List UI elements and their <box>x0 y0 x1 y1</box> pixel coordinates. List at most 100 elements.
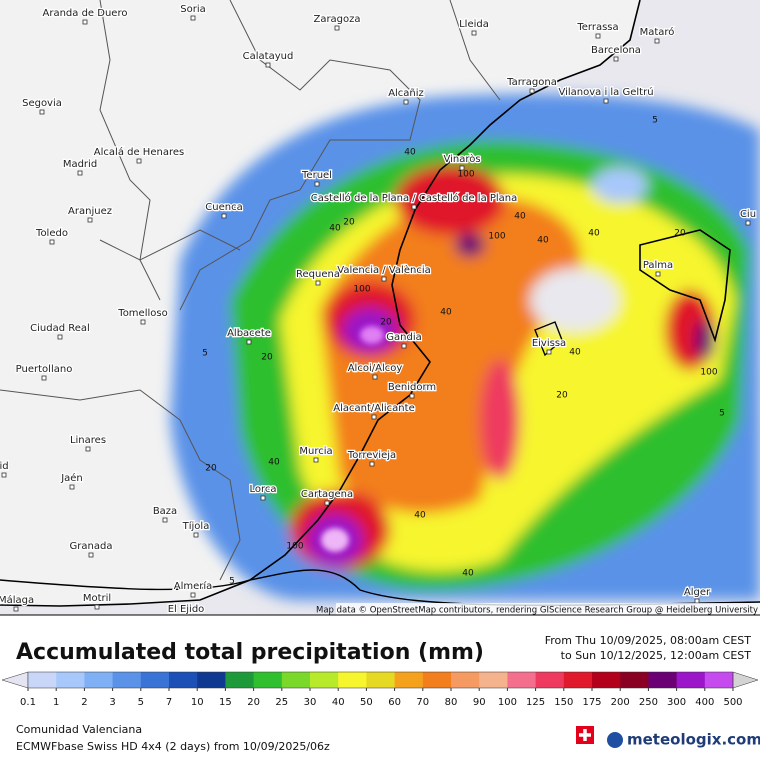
scale-tick-label: 3 <box>109 697 115 708</box>
scale-tick-label: 25 <box>275 697 288 708</box>
city-marker <box>69 484 75 490</box>
city-label: Motril <box>83 593 111 604</box>
city-marker <box>381 276 387 282</box>
contour-label: 5 <box>719 409 725 419</box>
city-marker <box>315 280 321 286</box>
contour-label: 5 <box>652 116 658 126</box>
city-label: Alger <box>684 587 711 598</box>
city-marker <box>162 517 168 523</box>
city-marker <box>77 170 83 176</box>
city-marker <box>13 606 19 612</box>
scale-tick-label: 100 <box>498 697 517 708</box>
scale-box <box>338 672 367 688</box>
coastline <box>0 0 641 607</box>
scale-tick-label: 500 <box>723 697 742 708</box>
period-from: From Thu 10/09/2025, 08:00am CEST <box>545 634 752 647</box>
city-marker <box>546 349 552 355</box>
city-label: Aranda de Duero <box>43 8 128 19</box>
city-marker <box>246 339 252 345</box>
city-marker <box>603 98 609 104</box>
contour-label: 40 <box>404 148 416 158</box>
city-label: Vinaròs <box>443 153 480 165</box>
city-marker <box>85 446 91 452</box>
scale-box <box>592 672 621 688</box>
scale-tick-label: 5 <box>138 697 144 708</box>
contour-label: 40 <box>440 308 452 318</box>
scale-box <box>225 672 255 688</box>
city-label: Albacete <box>227 328 271 339</box>
city-label: Cuenca <box>205 202 242 213</box>
scale-tick-label: 10 <box>191 697 204 708</box>
contour-label: 100 <box>286 542 303 552</box>
city-marker <box>401 343 407 349</box>
city-label: Jaén <box>60 472 83 484</box>
scale-box <box>197 672 226 688</box>
city-marker <box>745 220 751 226</box>
city-label: Mataró <box>640 26 675 38</box>
scale-box <box>28 672 57 688</box>
city-label: Tomelloso <box>117 308 167 319</box>
city-marker <box>334 25 340 31</box>
scale-box <box>535 672 565 688</box>
contour-label: 100 <box>457 170 474 180</box>
city-marker <box>49 239 55 245</box>
contour-label: 40 <box>588 229 600 239</box>
scale-box <box>451 672 480 688</box>
city-marker <box>314 181 320 187</box>
scale-box <box>281 672 311 688</box>
city-marker <box>57 334 63 340</box>
scale-box <box>648 672 678 688</box>
contour-label: 40 <box>569 348 581 358</box>
city-label: Baza <box>153 506 177 517</box>
city-label: Alcañiz <box>388 88 424 99</box>
scale-box <box>563 672 593 688</box>
scale-box <box>310 672 339 688</box>
city-marker <box>529 88 535 94</box>
city-label: Barcelona <box>591 45 641 56</box>
city-marker <box>324 500 330 506</box>
scale-tick-label: 200 <box>611 697 630 708</box>
city-label: Eivissa <box>532 338 566 349</box>
scale-tick-label: 2 <box>81 697 87 708</box>
contour-label: 100 <box>700 368 717 378</box>
city-marker <box>190 15 196 21</box>
scale-tick-label: 150 <box>554 697 573 708</box>
city-label: Zaragoza <box>313 14 360 25</box>
scale-box <box>84 672 114 688</box>
scale-box <box>140 672 170 688</box>
city-label: Murcia <box>299 446 332 457</box>
city-label: Toledo <box>35 228 68 239</box>
model: ECMWFbase Swiss HD 4x4 (2 days) from 10/… <box>16 740 330 753</box>
city-marker <box>140 319 146 325</box>
city-label: Teruel <box>301 170 332 181</box>
scale-box <box>620 672 649 688</box>
scale-box <box>479 672 508 688</box>
city-label: Soria <box>180 4 205 15</box>
city-label: Calatayud <box>243 51 294 62</box>
city-marker <box>694 598 700 604</box>
city-marker <box>265 62 271 68</box>
scale-box <box>253 672 283 688</box>
attribution: Map data © OpenStreetMap contributors, r… <box>316 606 758 616</box>
precipitation <box>170 93 760 601</box>
contour-label: 20 <box>261 353 273 363</box>
scale-tick-label: 90 <box>473 697 486 708</box>
scale-tick-label: 125 <box>526 697 545 708</box>
city-marker <box>409 393 415 399</box>
city-marker <box>260 495 266 501</box>
contour-label: 40 <box>268 458 280 468</box>
city-label: Ciu <box>740 209 756 220</box>
city-label: Gandia <box>386 332 421 343</box>
scale-tick-label: 30 <box>304 697 317 708</box>
city-marker <box>372 374 378 380</box>
city-label: Granada <box>70 541 113 552</box>
scale-tick-label: 20 <box>247 697 260 708</box>
city-marker <box>313 457 319 463</box>
city-label: Cartagena <box>301 489 353 500</box>
city-label: Aranjuez <box>68 206 112 217</box>
city-marker <box>411 204 417 210</box>
city-label: Alcalá de Henares <box>94 146 184 158</box>
city-label: Vilanova i la Geltrú <box>558 86 653 98</box>
city-label: Castelló de la Plana / Castelló de la Pl… <box>311 192 518 204</box>
